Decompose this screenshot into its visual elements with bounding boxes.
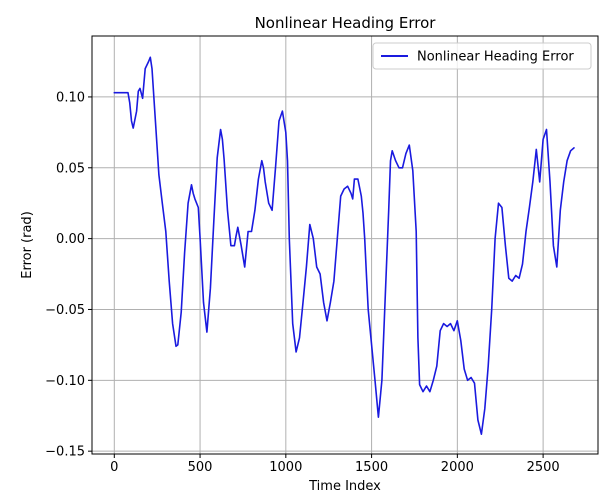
tick-labels: 0 500 1000 1500 2000 2500 0.10 0.05 0.00 −0.05 −0.…	[45, 90, 560, 475]
y-tick-label: 0.00	[56, 232, 85, 247]
legend-box	[372, 42, 592, 70]
x-tick-label: 2500	[527, 460, 560, 475]
y-tick-label: 0.10	[56, 90, 85, 105]
series-line	[113, 56, 575, 436]
x-tick-label: 0	[110, 460, 118, 475]
y-axis-label: Error (rad)	[20, 211, 35, 279]
tick-marks	[88, 96, 544, 458]
y-tick-label: −0.05	[45, 303, 85, 318]
axes-frame	[91, 35, 599, 455]
series-line-group	[113, 56, 575, 436]
y-tick-label: −0.10	[45, 374, 85, 389]
grid-lines	[92, 36, 598, 454]
x-tick-label: 1000	[269, 460, 302, 475]
x-tick-label: 1500	[355, 460, 388, 475]
y-tick-label: 0.05	[56, 161, 85, 176]
chart-title: Nonlinear Heading Error	[255, 14, 437, 32]
legend-label: Nonlinear Heading Error	[417, 50, 574, 65]
x-axis-label: Time Index	[308, 479, 381, 494]
x-tick-label: 500	[188, 460, 213, 475]
legend: Nonlinear Heading Error	[372, 42, 592, 70]
x-tick-label: 2000	[441, 460, 474, 475]
y-tick-label: −0.15	[45, 445, 85, 460]
